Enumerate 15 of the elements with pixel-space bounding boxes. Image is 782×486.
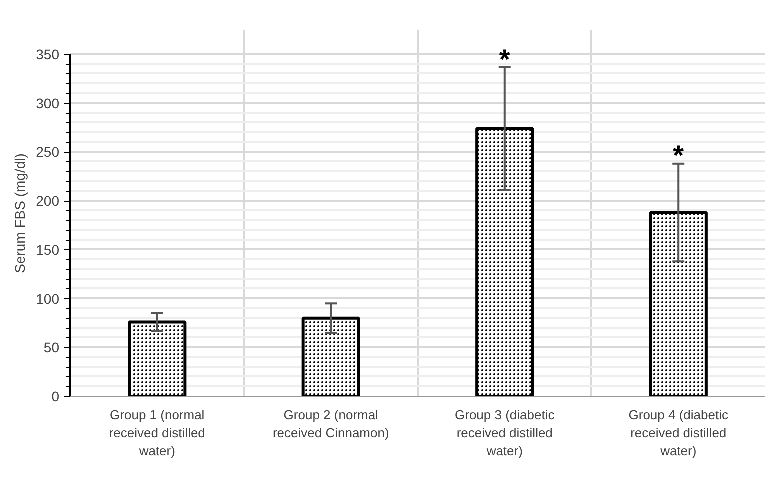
y-tick-label: 250 [36,144,60,160]
y-tick-label: 200 [36,193,60,210]
y-tick-label: 350 [36,46,60,62]
annotation: * [499,44,510,76]
y-tick-label: 100 [36,290,60,307]
x-tick-label: Group 4 (diabetic received distilled water) [628,408,729,458]
x-tick-label: Group 3 (diabetic received distilled water) [455,408,556,458]
annotation: * [673,140,684,171]
x-tick-label: Group 1 (normal received distilled water) [109,408,206,458]
y-tick-label: 300 [36,95,60,112]
y-tick-label: 50 [44,340,60,356]
y-axis-title: Serum FBS (mg/dl) [12,154,28,274]
y-tick-label: 0 [52,388,60,404]
x-tick-label: Group 2 (normal received Cinnamon) [272,408,390,440]
y-tick-label: 150 [36,242,60,258]
